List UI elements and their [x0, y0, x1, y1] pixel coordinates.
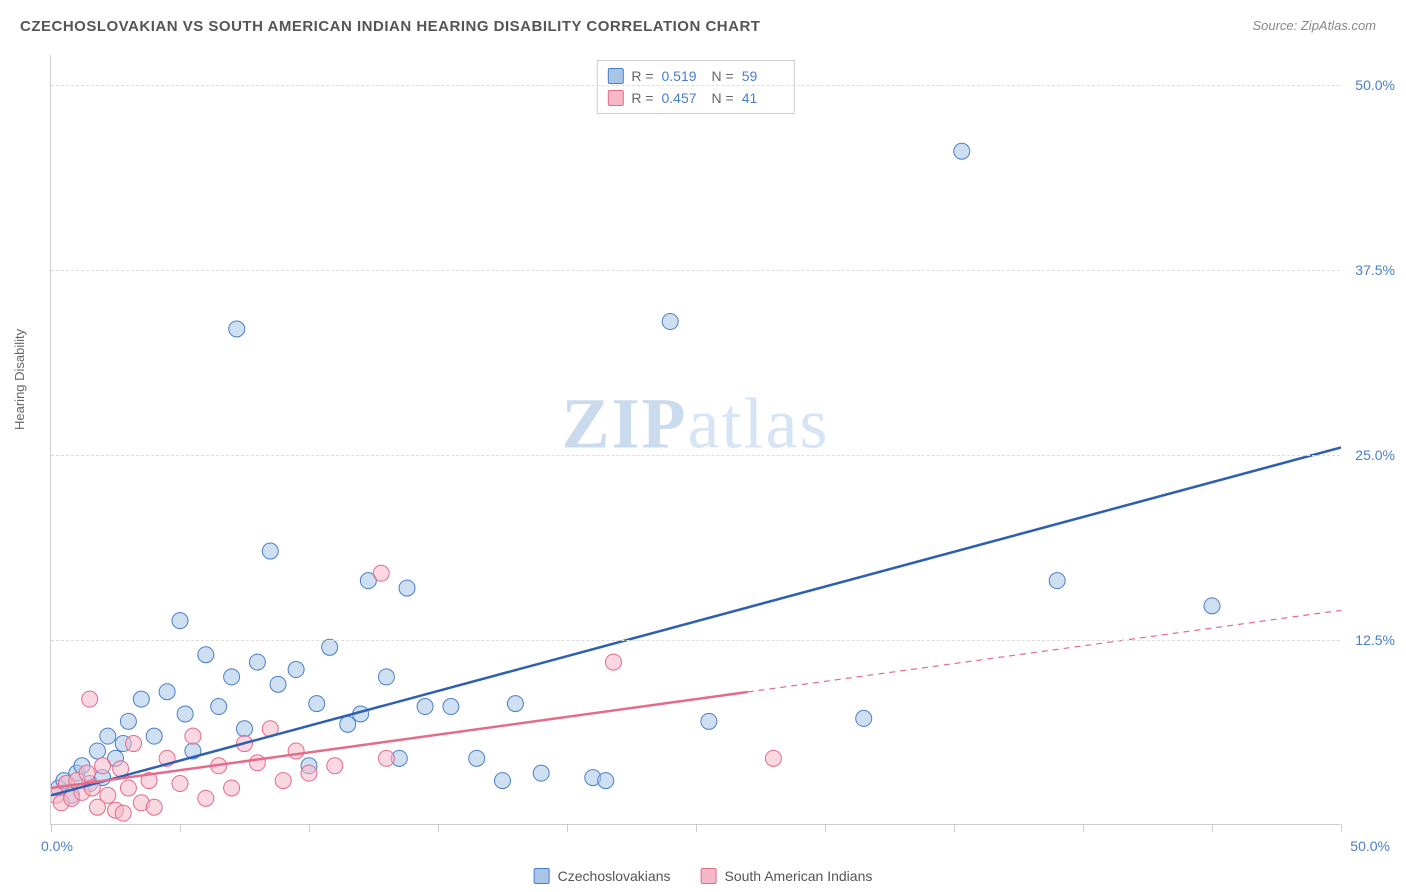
n-label: N = — [712, 87, 734, 109]
swatch-series-0 — [607, 68, 623, 84]
x-tick — [1341, 824, 1342, 832]
legend-item-1: South American Indians — [700, 868, 872, 884]
legend-swatch-1 — [700, 868, 716, 884]
series-legend: Czechoslovakians South American Indians — [534, 868, 873, 884]
x-tick — [567, 824, 568, 832]
scatter-svg — [51, 55, 1341, 825]
x-tick — [696, 824, 697, 832]
y-axis-label: Hearing Disability — [12, 329, 27, 430]
x-tick — [180, 824, 181, 832]
gridline — [51, 640, 1340, 641]
swatch-series-1 — [607, 90, 623, 106]
x-tick — [954, 824, 955, 832]
x-tick — [438, 824, 439, 832]
x-tick — [1212, 824, 1213, 832]
gridline — [51, 270, 1340, 271]
r-value-1: 0.457 — [662, 87, 704, 109]
legend-swatch-0 — [534, 868, 550, 884]
stats-row-series-1: R = 0.457 N = 41 — [607, 87, 783, 109]
chart-title: CZECHOSLOVAKIAN VS SOUTH AMERICAN INDIAN… — [20, 18, 760, 35]
y-tick-label: 50.0% — [1355, 77, 1395, 93]
n-value-1: 41 — [742, 87, 784, 109]
gridline — [51, 455, 1340, 456]
legend-label-0: Czechoslovakians — [558, 868, 671, 884]
plot-area: ZIPatlas R = 0.519 N = 59 R = 0.457 N = … — [50, 55, 1340, 825]
legend-label-1: South American Indians — [724, 868, 872, 884]
legend-item-0: Czechoslovakians — [534, 868, 671, 884]
x-tick — [309, 824, 310, 832]
gridline — [51, 85, 1340, 86]
x-tick — [825, 824, 826, 832]
x-tick — [1083, 824, 1084, 832]
y-tick-label: 37.5% — [1355, 262, 1395, 278]
stats-legend: R = 0.519 N = 59 R = 0.457 N = 41 — [596, 60, 794, 114]
r-label: R = — [631, 87, 653, 109]
y-tick-label: 12.5% — [1355, 632, 1395, 648]
y-tick-label: 25.0% — [1355, 447, 1395, 463]
x-tick — [51, 824, 52, 832]
x-tick-label-max: 50.0% — [1350, 838, 1390, 854]
x-tick-label-min: 0.0% — [41, 838, 73, 854]
source-attribution: Source: ZipAtlas.com — [1252, 18, 1376, 33]
